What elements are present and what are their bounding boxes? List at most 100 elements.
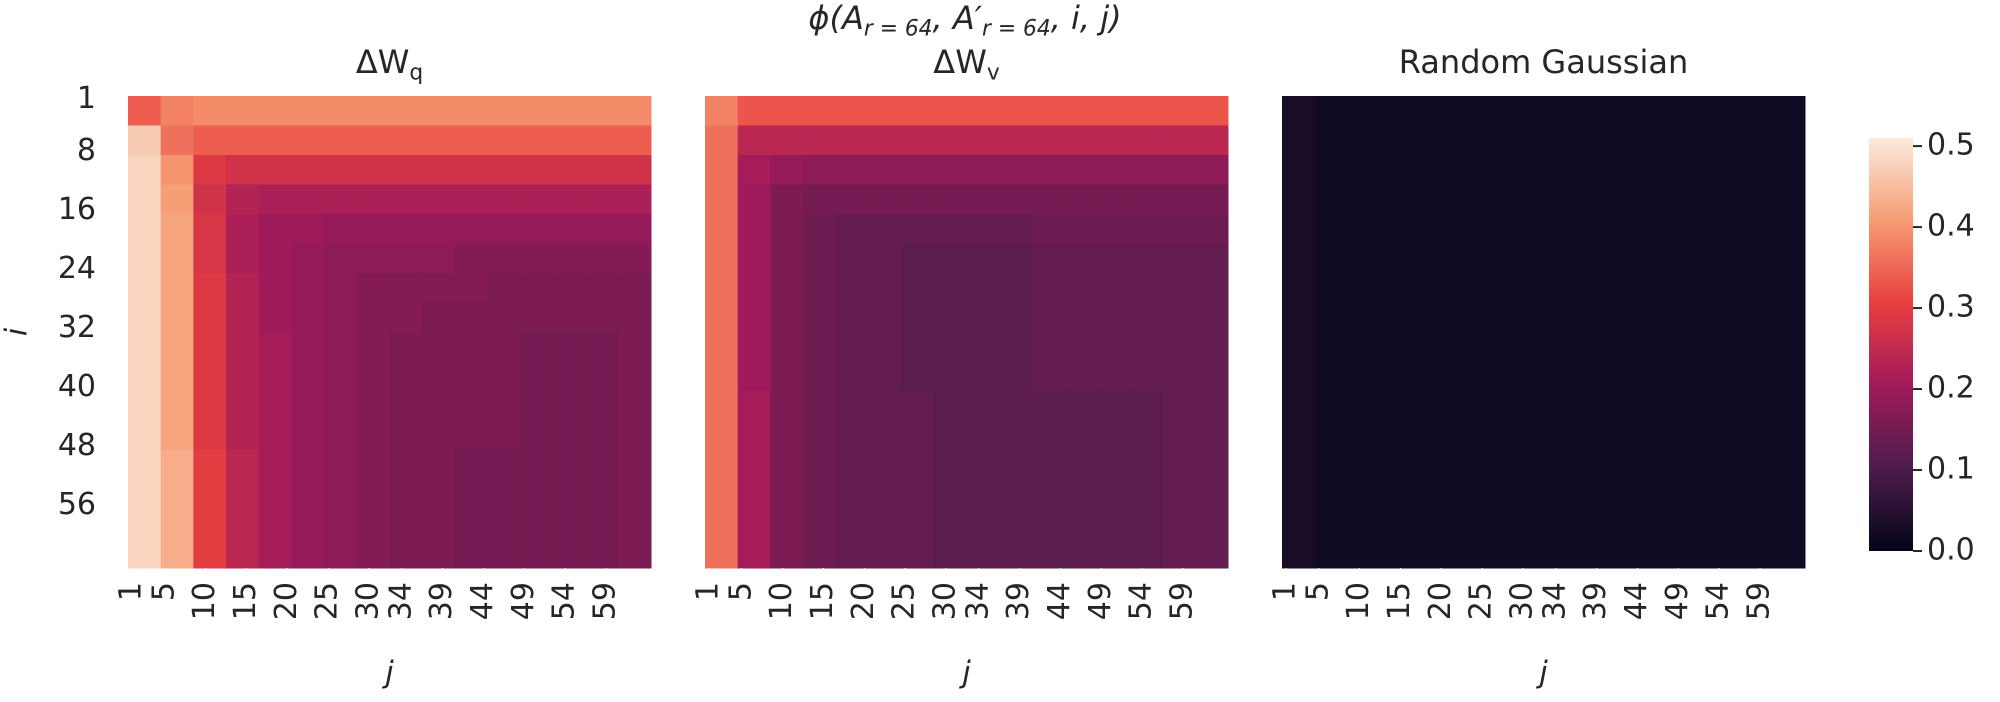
heatmap-cell bbox=[1129, 302, 1164, 333]
heatmap-cell bbox=[618, 96, 652, 126]
heatmap-cell bbox=[1706, 243, 1741, 274]
heatmap-cell bbox=[585, 184, 619, 215]
heatmap-cell bbox=[389, 214, 423, 244]
x-tick-label: 49 bbox=[1083, 582, 1118, 620]
heatmap-cell bbox=[1347, 273, 1381, 303]
heatmap-cell bbox=[1772, 509, 1806, 539]
heatmap-cell bbox=[1195, 155, 1229, 185]
heatmap-cell bbox=[1608, 509, 1643, 539]
heatmap-cell bbox=[1031, 420, 1066, 451]
heatmap-cell bbox=[705, 391, 739, 421]
heatmap-cell bbox=[1064, 214, 1098, 244]
heatmap-cell bbox=[705, 479, 739, 510]
heatmap-cell bbox=[966, 420, 1000, 451]
heatmap-cell bbox=[1674, 155, 1708, 185]
heatmap-cell bbox=[128, 509, 162, 539]
heatmap-cell bbox=[1706, 420, 1741, 451]
x-tick-label: 39 bbox=[424, 582, 459, 620]
heatmap-cell bbox=[1510, 361, 1544, 392]
heatmap-cell bbox=[1445, 509, 1479, 539]
heatmap-cell bbox=[1510, 125, 1544, 156]
heatmap-cell bbox=[1543, 361, 1577, 392]
heatmap-cell bbox=[1478, 420, 1512, 451]
heatmap-cell bbox=[1445, 184, 1479, 215]
heatmap-cell bbox=[835, 391, 869, 421]
heatmap-cell bbox=[618, 391, 652, 421]
heatmap-cell bbox=[291, 273, 325, 303]
heatmap-cell bbox=[1576, 509, 1610, 539]
heatmap-cell bbox=[291, 302, 325, 333]
y-tick-label: 48 bbox=[58, 428, 96, 463]
heatmap-cell bbox=[770, 273, 804, 303]
heatmap-cell bbox=[1195, 184, 1229, 215]
x-tick-label: 1 bbox=[114, 582, 149, 601]
heatmap-cell bbox=[1772, 302, 1806, 333]
x-tick-label: 54 bbox=[1124, 582, 1159, 620]
heatmap-cell bbox=[160, 509, 194, 539]
heatmap-cell bbox=[1195, 273, 1229, 303]
heatmap-cell bbox=[1347, 243, 1381, 274]
x-tick-label: 15 bbox=[1382, 582, 1417, 620]
heatmap-cell bbox=[1641, 184, 1675, 215]
heatmap-cell bbox=[1380, 96, 1414, 126]
heatmap-panel bbox=[1282, 96, 1806, 569]
heatmap-cell bbox=[128, 391, 162, 421]
heatmap-cell bbox=[389, 184, 423, 215]
heatmap-cell bbox=[1772, 125, 1806, 156]
heatmap-cell bbox=[618, 155, 652, 185]
heatmap-cell bbox=[1380, 391, 1414, 421]
heatmap-cell bbox=[1641, 391, 1675, 421]
heatmap-cell bbox=[1347, 184, 1381, 215]
heatmap-cell bbox=[1380, 273, 1414, 303]
heatmap-cell bbox=[1129, 155, 1164, 185]
heatmap-cell bbox=[128, 479, 162, 510]
x-tick-label: 20 bbox=[1423, 582, 1458, 620]
heatmap-cell bbox=[454, 420, 489, 451]
panel-title: ΔWq bbox=[356, 43, 423, 86]
x-tick-label: 49 bbox=[1660, 582, 1695, 620]
heatmap-cell bbox=[1347, 96, 1381, 126]
heatmap-cell bbox=[1347, 509, 1381, 539]
heatmap-cell bbox=[389, 302, 423, 333]
heatmap-cell bbox=[1445, 420, 1479, 451]
heatmap-cell bbox=[770, 509, 804, 539]
heatmap-cell bbox=[1608, 184, 1643, 215]
heatmap-cell bbox=[1282, 96, 1316, 126]
heatmap-cell bbox=[803, 391, 837, 421]
heatmap-cell bbox=[324, 538, 358, 569]
heatmap-cell bbox=[226, 450, 260, 480]
heatmap-cell bbox=[324, 214, 358, 244]
heatmap-cell bbox=[1739, 184, 1773, 215]
heatmap-cell bbox=[868, 391, 902, 421]
heatmap-cell bbox=[1576, 214, 1610, 244]
heatmap-cell bbox=[454, 184, 489, 215]
heatmap-cell bbox=[422, 243, 456, 274]
heatmap-cell bbox=[1129, 184, 1164, 215]
heatmap-cell bbox=[1674, 538, 1708, 569]
heatmap-cell bbox=[1608, 361, 1643, 392]
heatmap-cell bbox=[128, 302, 162, 333]
heatmap-cell bbox=[1576, 391, 1610, 421]
heatmap-cell bbox=[291, 450, 325, 480]
heatmap-cell bbox=[389, 361, 423, 392]
heatmap-cell bbox=[356, 479, 390, 510]
heatmap-cell bbox=[1162, 332, 1196, 362]
heatmap-cell bbox=[618, 420, 652, 451]
heatmap-cell bbox=[999, 125, 1033, 156]
x-tick-label: 10 bbox=[1341, 582, 1376, 620]
heatmap-cell bbox=[226, 509, 260, 539]
heatmap-cell bbox=[1064, 273, 1098, 303]
heatmap-cell bbox=[1412, 214, 1446, 244]
heatmap-panel bbox=[705, 96, 1229, 569]
heatmap-cell bbox=[1282, 538, 1316, 569]
heatmap-cell bbox=[835, 450, 869, 480]
heatmap-cell bbox=[737, 214, 771, 244]
title-part: ΔW bbox=[933, 43, 987, 81]
heatmap-cell bbox=[803, 184, 837, 215]
heatmap-cell bbox=[1608, 273, 1643, 303]
heatmap-cell bbox=[1445, 243, 1479, 274]
heatmap-cell bbox=[1162, 155, 1196, 185]
heatmap-cell bbox=[1064, 420, 1098, 451]
heatmap-cell bbox=[422, 479, 456, 510]
